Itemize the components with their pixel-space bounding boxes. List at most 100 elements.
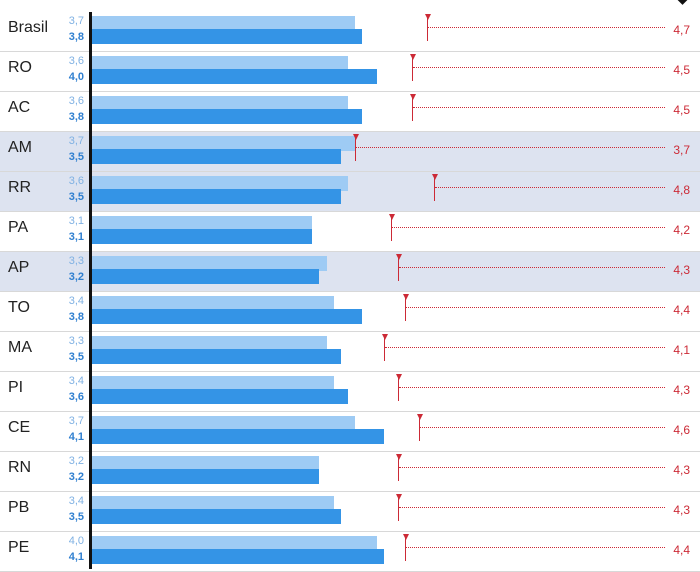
target-value-label: 4,8 — [673, 183, 690, 197]
series1-value-label: 3,6 — [68, 175, 84, 187]
chart-row: RR 3,6 3,5 4,8 — [0, 172, 700, 212]
target-marker-leader — [399, 507, 665, 508]
series2-value-label: 3,2 — [68, 471, 84, 483]
target-marker-line — [355, 138, 356, 161]
series1-value-label: 3,4 — [68, 375, 84, 387]
target-marker-triangle — [395, 254, 402, 260]
target-marker-line — [398, 258, 399, 281]
target-marker-leader — [406, 307, 665, 308]
target-marker-triangle — [395, 454, 402, 460]
target-marker-leader — [392, 227, 665, 228]
series1-bar — [91, 176, 349, 191]
target-marker-leader — [406, 547, 665, 548]
series2-value-label: 3,5 — [68, 511, 84, 523]
target-marker-leader — [435, 187, 665, 188]
series1-bar — [91, 376, 334, 391]
series1-value-label: 3,2 — [68, 455, 84, 467]
series1-value-label: 4,0 — [68, 535, 84, 547]
series2-bar — [91, 69, 377, 84]
category-label: AP — [8, 259, 30, 276]
chart-row: MA 3,3 3,5 4,1 — [0, 332, 700, 372]
series1-bar — [91, 136, 356, 151]
target-value-label: 4,3 — [673, 263, 690, 277]
series2-bar — [91, 189, 341, 204]
target-value-label: 4,4 — [673, 303, 690, 317]
series1-value-label: 3,6 — [68, 55, 84, 67]
target-marker-leader — [399, 267, 665, 268]
series1-bar — [91, 96, 349, 111]
category-label: MA — [8, 339, 32, 356]
series1-bar — [91, 16, 356, 31]
series2-bar — [91, 389, 349, 404]
series2-bar — [91, 429, 384, 444]
series2-bar — [91, 509, 341, 524]
target-value-label: 4,3 — [673, 383, 690, 397]
chart-row: AM 3,7 3,5 3,7 — [0, 132, 700, 172]
chart-row: TO 3,4 3,8 4,4 — [0, 292, 700, 332]
series2-value-label: 3,5 — [68, 151, 84, 163]
target-marker-leader — [385, 347, 665, 348]
target-value-label: 4,5 — [673, 103, 690, 117]
chart-row: CE 3,7 4,1 4,6 — [0, 412, 700, 452]
target-marker-line — [405, 538, 406, 561]
target-marker-line — [434, 178, 435, 201]
series2-value-label: 3,5 — [68, 351, 84, 363]
chart-row: PB 3,4 3,5 4,3 — [0, 492, 700, 532]
series2-value-label: 3,2 — [68, 271, 84, 283]
target-marker-triangle — [431, 174, 438, 180]
target-marker-leader — [420, 427, 665, 428]
series2-value-label: 3,8 — [68, 311, 84, 323]
chart-row: PA 3,1 3,1 4,2 — [0, 212, 700, 252]
target-marker-triangle — [409, 54, 416, 60]
category-label: AC — [8, 99, 31, 116]
target-value-label: 4,2 — [673, 223, 690, 237]
target-value-label: 4,5 — [673, 63, 690, 77]
chart-row: AC 3,6 3,8 4,5 — [0, 92, 700, 132]
series1-bar — [91, 536, 377, 551]
series1-bar — [91, 416, 356, 431]
series2-bar — [91, 549, 384, 564]
series1-value-label: 3,7 — [68, 135, 84, 147]
target-value-label: 3,7 — [673, 143, 690, 157]
chart-row: PI 3,4 3,6 4,3 — [0, 372, 700, 412]
series2-bar — [91, 149, 341, 164]
series2-value-label: 3,6 — [68, 391, 84, 403]
target-marker-line — [427, 18, 428, 41]
series2-bar — [91, 229, 313, 244]
series2-bar — [91, 269, 320, 284]
target-marker-triangle — [395, 494, 402, 500]
target-marker-leader — [356, 147, 665, 148]
series2-bar — [91, 309, 363, 324]
series1-bar — [91, 216, 313, 231]
series2-bar — [91, 469, 320, 484]
chart-row: Brasil 3,7 3,8 4,7 — [0, 12, 700, 52]
series2-value-label: 3,1 — [68, 231, 84, 243]
target-marker-line — [405, 298, 406, 321]
series1-bar — [91, 56, 349, 71]
series1-value-label: 3,7 — [68, 415, 84, 427]
target-marker-line — [412, 98, 413, 121]
category-label: AM — [8, 139, 32, 156]
category-label: RN — [8, 459, 32, 476]
target-marker-line — [398, 378, 399, 401]
target-value-label: 4,7 — [673, 23, 690, 37]
series1-value-label: 3,1 — [68, 215, 84, 227]
target-marker-triangle — [381, 334, 388, 340]
target-marker-leader — [413, 67, 665, 68]
chart-row: PE 4,0 4,1 4,4 — [0, 532, 700, 572]
series1-bar — [91, 336, 327, 351]
category-label: CE — [8, 419, 31, 436]
target-marker-triangle — [402, 534, 409, 540]
category-label: PE — [8, 539, 30, 556]
target-marker-triangle — [352, 134, 359, 140]
series2-value-label: 3,8 — [68, 31, 84, 43]
series1-bar — [91, 496, 334, 511]
target-marker-line — [384, 338, 385, 361]
target-marker-triangle — [424, 14, 431, 20]
target-value-label: 4,6 — [673, 423, 690, 437]
category-label: PA — [8, 219, 29, 236]
series1-bar — [91, 456, 320, 471]
target-marker-line — [398, 458, 399, 481]
target-marker-triangle — [388, 214, 395, 220]
